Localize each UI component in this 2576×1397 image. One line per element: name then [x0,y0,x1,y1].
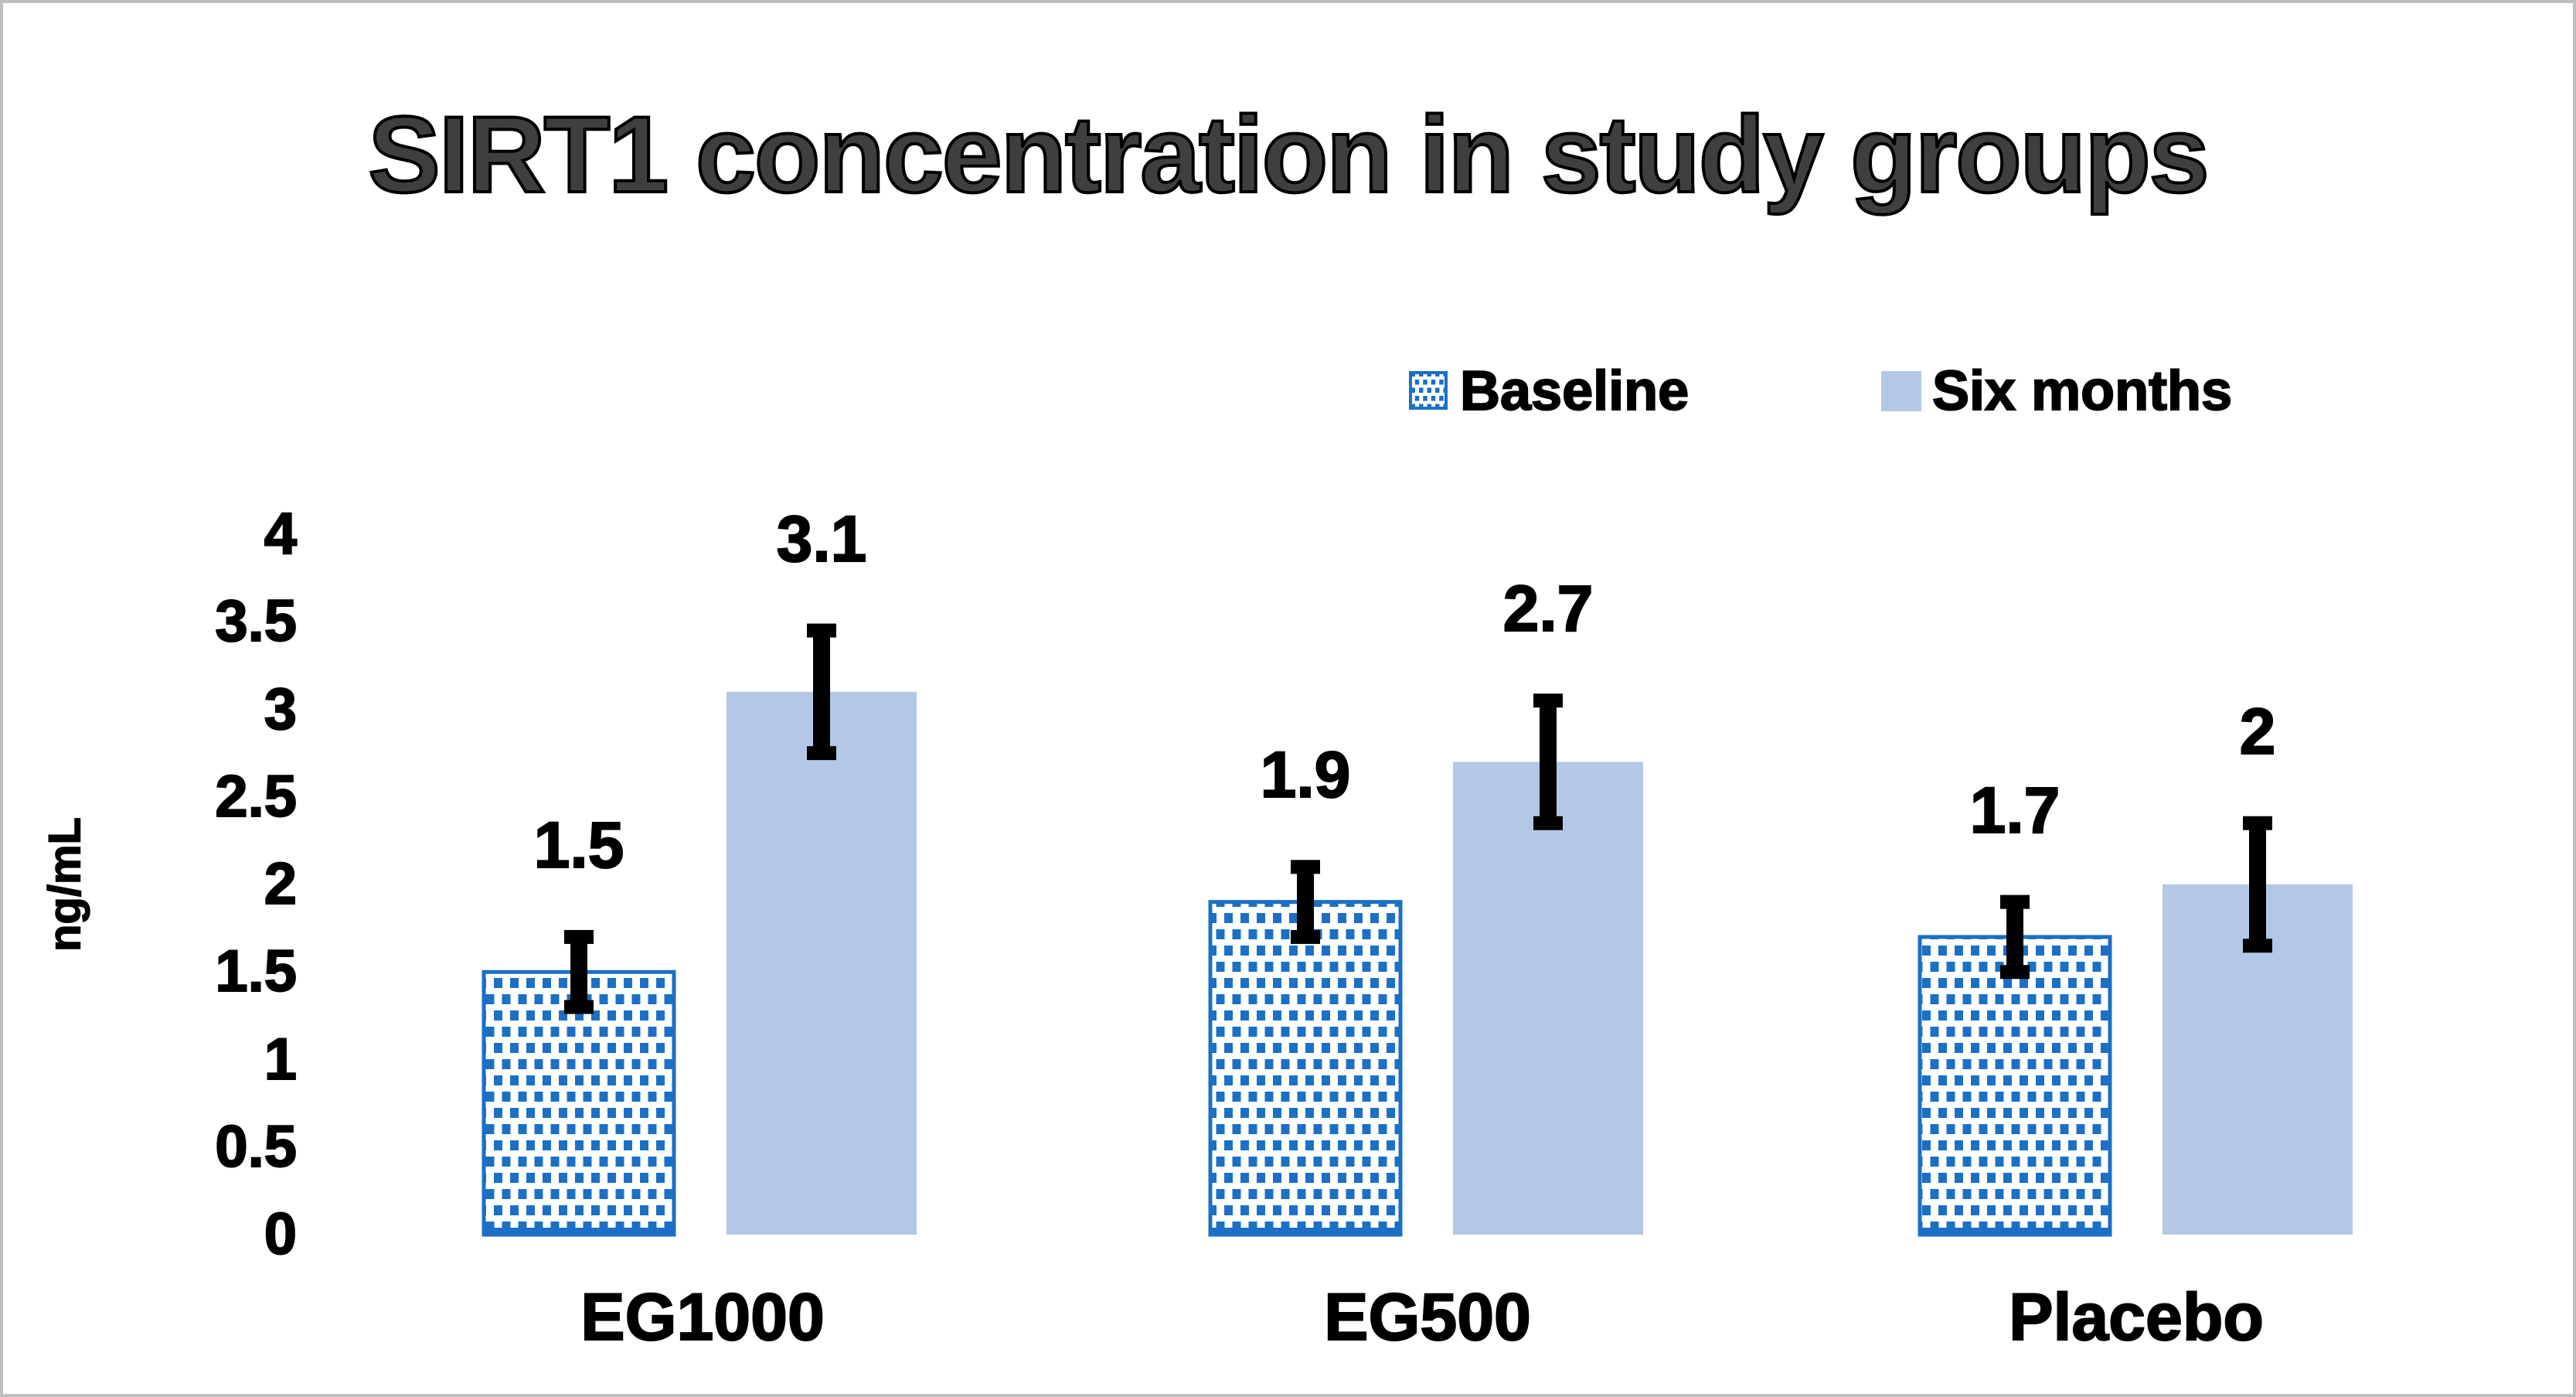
y-tick-label-4: 4 [264,500,298,567]
error-bar-baseline-eg1000 [564,929,594,944]
data-label-sixmonths-eg1000: 3.1 [776,502,868,575]
error-bar-baseline-eg500 [1291,860,1320,874]
y-tick-label-1.5: 1.5 [214,938,298,1005]
data-label-sixmonths-eg500: 2.7 [1502,572,1594,646]
error-bar-baseline-placebo [2000,965,2030,980]
y-axis-title-text: ng/mL [39,816,91,952]
error-bar-baseline-eg1000 [570,936,587,1007]
error-bar-sixmonths-placebo [2243,816,2272,830]
error-bar-sixmonths-eg500 [1533,816,1563,830]
error-bar-sixmonths-eg1000 [807,623,836,638]
bar-baseline-bottom-edge-eg1000 [484,1228,674,1235]
legend-swatch-sixmonths [1881,371,1921,411]
y-tick-label-2: 2 [264,850,298,918]
y-tick-label-2.5: 2.5 [214,763,298,830]
bar-sixmonths-eg500 [1453,762,1643,1235]
error-bar-baseline-eg500 [1291,929,1320,944]
category-label-placebo: Placebo [2008,1279,2265,1355]
y-axis-title: ng/mL [39,784,91,985]
y-tick-label-0: 0 [264,1201,298,1268]
bar-baseline-placebo [1918,935,2112,1237]
category-label-eg1000: EG1000 [580,1279,825,1355]
bar-chart-plot [482,623,2353,1237]
error-bar-sixmonths-eg500 [1533,693,1563,708]
data-label-baseline-placebo: 1.7 [1969,773,2061,847]
error-bar-sixmonths-eg1000 [813,630,830,754]
y-tick-label-1: 1 [264,1026,298,1093]
legend-label-baseline: Baseline [1459,359,1690,423]
data-label-baseline-eg1000: 1.5 [533,808,625,881]
bar-baseline-eg1000 [482,969,676,1237]
error-bar-baseline-eg1000 [564,1000,594,1014]
error-bar-baseline-placebo [2000,894,2030,909]
error-bar-baseline-placebo [2006,901,2023,973]
y-tick-label-3.5: 3.5 [214,588,298,655]
bar-baseline-bottom-edge-placebo [1920,1228,2110,1235]
bar-baseline-bottom-edge-eg500 [1210,1228,1400,1235]
data-label-sixmonths-placebo: 2 [2239,694,2277,768]
data-label-baseline-eg500: 1.9 [1260,738,1352,812]
error-bar-sixmonths-placebo [2249,823,2266,946]
legend-swatch-baseline [1409,371,1448,410]
bar-baseline-eg500 [1208,900,1403,1237]
chart-title: SIRT1 concentration in study groups [366,92,2210,216]
category-label-eg500: EG500 [1323,1279,1532,1355]
error-bar-baseline-eg500 [1297,867,1314,937]
error-bar-sixmonths-eg1000 [807,746,836,761]
bar-sixmonths-eg1000 [727,691,917,1235]
legend-label-sixmonths: Six months [1931,359,2233,423]
error-bar-sixmonths-placebo [2243,939,2272,953]
y-tick-label-3: 3 [264,676,298,743]
y-tick-label-0.5: 0.5 [214,1113,298,1181]
error-bar-sixmonths-eg500 [1540,700,1557,823]
